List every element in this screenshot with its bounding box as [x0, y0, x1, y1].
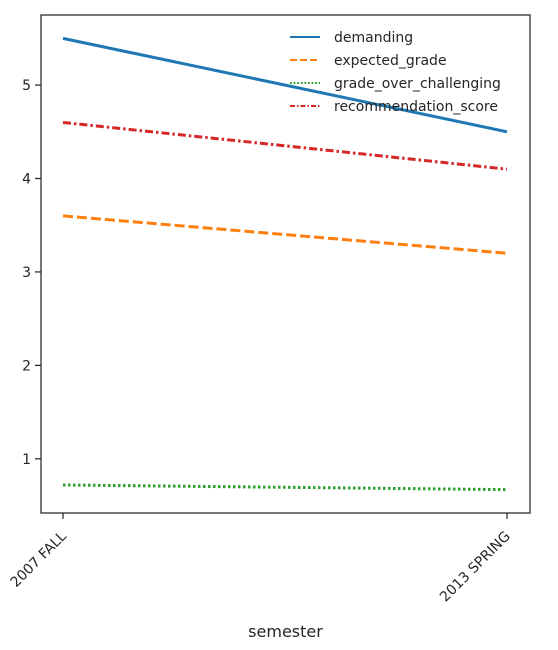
x-tick-label: 2007 FALL	[8, 528, 70, 590]
series-line-demanding	[62, 36, 508, 134]
legend-label-recommendation-score: recommendation_score	[334, 99, 498, 115]
series-line-expected-grade	[62, 214, 508, 255]
y-tick-label: 3	[22, 265, 31, 281]
x-axis-title: semester	[248, 622, 323, 641]
y-axis: 1 2 3 4 5	[22, 78, 41, 468]
legend: demanding expected_grade grade_over_challe…	[290, 30, 501, 115]
y-tick-label: 1	[22, 452, 31, 468]
series-line-grade-over-challenging	[62, 483, 508, 492]
x-axis: 2007 FALL 2013 SPRING	[8, 513, 514, 605]
y-tick-label: 4	[22, 172, 31, 188]
plot-area	[40, 14, 531, 514]
legend-label-expected-grade: expected_grade	[334, 53, 447, 69]
y-tick-label: 2	[22, 358, 31, 374]
x-tick-label: 2013 SPRING	[437, 529, 514, 606]
y-tick-label: 5	[22, 78, 31, 94]
series-layer	[62, 36, 508, 492]
legend-label-demanding: demanding	[334, 30, 413, 46]
legend-label-grade-over-challenging: grade_over_challenging	[334, 76, 501, 92]
